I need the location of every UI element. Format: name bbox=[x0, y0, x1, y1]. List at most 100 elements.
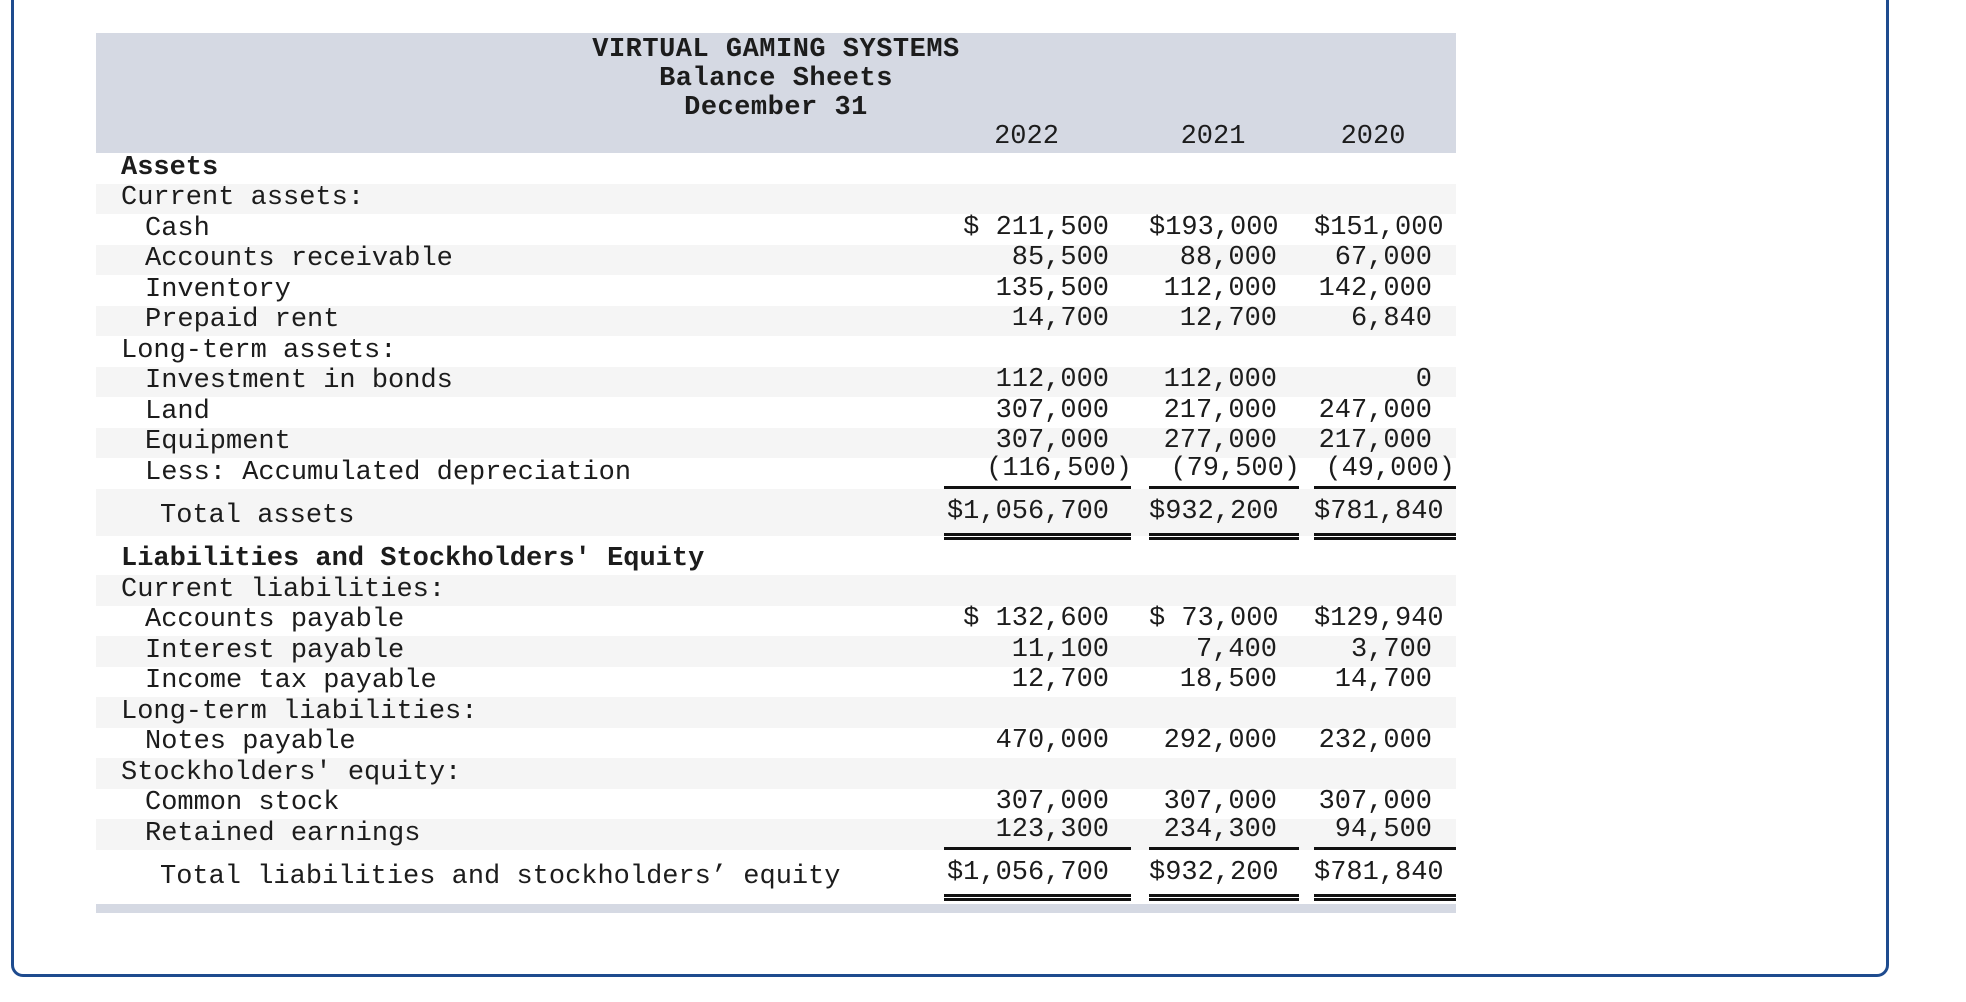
table-row: Long-term liabilities: bbox=[96, 697, 1456, 728]
sheet-header-band: VIRTUAL GAMING SYSTEMS Balance Sheets De… bbox=[96, 33, 1456, 153]
value-text: $ 211,500 bbox=[963, 212, 1109, 243]
value-text: 234,300 bbox=[1163, 814, 1277, 845]
value-text: 112,000 bbox=[995, 365, 1109, 395]
table-row: Liabilities and Stockholders' Equity bbox=[96, 545, 1456, 576]
value-2021 bbox=[1149, 543, 1299, 575]
value-text: 307,000 bbox=[995, 395, 1109, 426]
value-2021: 7,400 bbox=[1149, 635, 1299, 667]
value-2020 bbox=[1314, 574, 1456, 606]
value-2021: 12,700 bbox=[1149, 304, 1299, 336]
value-2021: $193,000 bbox=[1149, 213, 1299, 245]
value-text: $932,200 bbox=[1149, 857, 1279, 888]
value-2020: 14,700 bbox=[1314, 665, 1456, 697]
year-header-2021: 2021 bbox=[1180, 122, 1246, 152]
value-text: 94,500 bbox=[1334, 814, 1432, 845]
value-text: 135,500 bbox=[995, 273, 1109, 304]
value-text: 0 bbox=[1415, 365, 1432, 395]
table-row: Income tax payable 12,700 18,500 14,700 bbox=[96, 665, 1456, 698]
value-text: 12,700 bbox=[1011, 665, 1109, 695]
value-2022: 12,700 bbox=[944, 665, 1131, 697]
year-header-2020: 2020 bbox=[1340, 122, 1406, 152]
value-text: $781,840 bbox=[1314, 857, 1444, 888]
value-text: 470,000 bbox=[995, 726, 1109, 756]
value-2020 bbox=[1314, 696, 1456, 728]
value-2022: 112,000 bbox=[944, 365, 1131, 397]
value-2022: $ 132,600 bbox=[944, 604, 1131, 636]
value-text: 123,300 bbox=[995, 814, 1109, 845]
value-2022: 307,000 bbox=[944, 426, 1131, 458]
value-2020 bbox=[1314, 757, 1456, 789]
value-text: 112,000 bbox=[1163, 273, 1277, 304]
row-label: Long-term liabilities: bbox=[121, 696, 478, 727]
value-2020: 142,000 bbox=[1314, 274, 1456, 306]
value-text: $ 132,600 bbox=[963, 604, 1109, 634]
value-2022: $1,056,700 bbox=[944, 858, 1131, 901]
value-text: $781,840 bbox=[1314, 496, 1444, 527]
value-2022: $1,056,700 bbox=[944, 497, 1131, 540]
value-text: $932,200 bbox=[1149, 496, 1279, 527]
value-2020: 307,000 bbox=[1314, 787, 1456, 819]
value-text: 112,000 bbox=[1163, 365, 1277, 395]
value-text: 6,840 bbox=[1350, 304, 1432, 334]
value-text: 12,700 bbox=[1179, 304, 1277, 334]
value-text: (79,500) bbox=[1170, 453, 1300, 484]
value-text: $129,940 bbox=[1314, 604, 1444, 634]
row-label: Less: Accumulated depreciation bbox=[145, 457, 632, 488]
row-label: Accounts receivable bbox=[145, 244, 453, 274]
row-label: Income tax payable bbox=[145, 666, 437, 696]
value-2020 bbox=[1314, 335, 1456, 367]
value-text: 7,400 bbox=[1195, 634, 1277, 665]
value-2021: 234,300 bbox=[1149, 815, 1299, 850]
row-label: Land bbox=[145, 396, 210, 427]
table-row: Less: Accumulated depreciation (116,500)… bbox=[96, 454, 1456, 489]
table-row: Cash $ 211,500 $193,000 $151,000 bbox=[96, 213, 1456, 245]
value-2021: $932,200 bbox=[1149, 496, 1299, 540]
value-text: $151,000 bbox=[1314, 212, 1444, 243]
table-row: Inventory 135,500 112,000 142,000 bbox=[96, 274, 1456, 306]
value-2021: 307,000 bbox=[1149, 787, 1299, 819]
value-2020 bbox=[1314, 152, 1456, 184]
value-2022: $ 211,500 bbox=[944, 213, 1131, 245]
value-2021: 112,000 bbox=[1149, 365, 1299, 397]
value-text: $ 73,000 bbox=[1149, 604, 1279, 634]
row-label: Inventory bbox=[145, 274, 291, 305]
value-2022: 11,100 bbox=[944, 635, 1131, 667]
value-text: 307,000 bbox=[995, 787, 1109, 817]
value-2020: 217,000 bbox=[1314, 426, 1456, 458]
value-2020 bbox=[1314, 182, 1456, 214]
value-text: 142,000 bbox=[1318, 273, 1432, 304]
table-row: Interest payable 11,100 7,400 3,700 bbox=[96, 635, 1456, 667]
value-2020: 247,000 bbox=[1314, 396, 1456, 428]
value-2021: (79,500) bbox=[1149, 453, 1300, 489]
value-2021: 292,000 bbox=[1149, 726, 1299, 758]
value-2020: $151,000 bbox=[1314, 213, 1456, 245]
value-2021: $932,200 bbox=[1149, 857, 1299, 901]
balance-sheet: VIRTUAL GAMING SYSTEMS Balance Sheets De… bbox=[96, 33, 1456, 913]
row-label: Current assets: bbox=[121, 183, 365, 213]
value-text: 232,000 bbox=[1318, 726, 1432, 756]
table-row: Prepaid rent 14,700 12,700 6,840 bbox=[96, 304, 1456, 336]
value-2020: 94,500 bbox=[1314, 815, 1456, 850]
value-2021: $ 73,000 bbox=[1149, 604, 1299, 636]
row-label: Liabilities and Stockholders' Equity bbox=[121, 544, 705, 574]
row-label: Prepaid rent bbox=[145, 305, 340, 335]
value-2021: 112,000 bbox=[1149, 274, 1299, 306]
value-2022: 135,500 bbox=[944, 274, 1131, 306]
table-row: Current liabilities: bbox=[96, 575, 1456, 606]
value-2020: $781,840 bbox=[1314, 857, 1456, 901]
value-2022: (116,500) bbox=[944, 454, 1132, 489]
value-2021: 217,000 bbox=[1149, 396, 1299, 428]
table-row: Current assets: bbox=[96, 182, 1456, 214]
value-2020: 0 bbox=[1314, 365, 1456, 397]
table-row: Land 307,000 217,000 247,000 bbox=[96, 395, 1456, 428]
year-header-spacer bbox=[96, 123, 944, 152]
statement-date: December 31 bbox=[684, 93, 868, 123]
value-2021 bbox=[1149, 696, 1299, 728]
value-text: (49,000) bbox=[1325, 453, 1455, 484]
value-2022 bbox=[944, 757, 1131, 789]
value-2022: 307,000 bbox=[944, 787, 1131, 819]
value-2020 bbox=[1314, 543, 1456, 575]
value-text: 307,000 bbox=[1163, 787, 1277, 817]
statement-title: Balance Sheets bbox=[659, 64, 893, 94]
row-label: Retained earnings bbox=[145, 818, 421, 849]
